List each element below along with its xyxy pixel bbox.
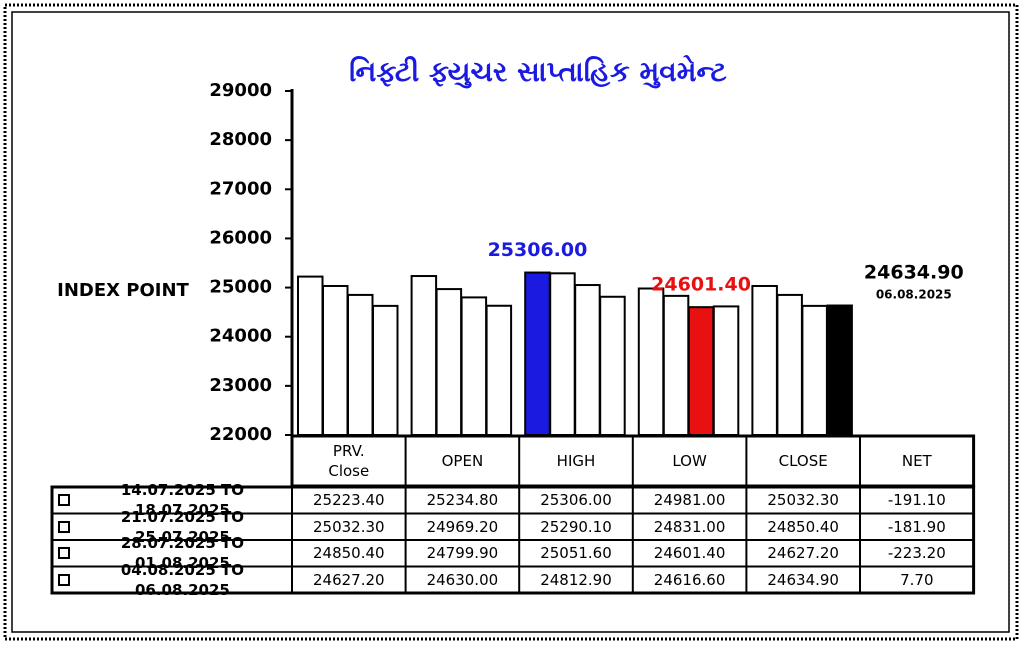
bar [524,271,551,436]
table-cell-text: 24831.00 [653,517,726,536]
bar [712,305,740,437]
table-cell: 24969.20 [406,514,520,541]
table-cell-text: 24981.00 [653,491,726,510]
table-cell-text: 24634.90 [767,570,839,589]
table-cell-text: 24812.90 [540,570,612,589]
table-cell-text: 25051.60 [540,544,612,563]
table-cell: 24812.90 [519,567,633,594]
table-cell: 24850.40 [746,514,860,541]
bar [776,293,803,436]
y-tick-label: 24000 [209,326,272,347]
data-label: 25306.00 [488,239,588,261]
column-header: OPEN [406,436,520,486]
table-cell-text: 24627.20 [313,570,385,589]
table-cell-text: 24630.00 [426,570,499,589]
bar [599,295,626,436]
table-cell-text: 24969.20 [426,517,499,536]
table-cell: 24627.20 [746,540,860,567]
y-axis-label: INDEX POINT [57,280,189,301]
data-label: 24634.90 [864,262,964,284]
table-cell: 25306.00 [519,487,633,514]
table-cell: 24981.00 [633,487,747,514]
table-cell-text: -191.10 [887,491,946,510]
bar [826,304,853,436]
table-cell: 24831.00 [633,514,747,541]
table-cell: 25290.10 [519,514,633,541]
table-cell: 25032.30 [292,514,406,541]
y-tick-label: 23000 [209,375,272,396]
y-tick-label: 26000 [209,227,272,248]
y-tick-label: 27000 [209,178,272,199]
bar [637,287,665,437]
bar [662,294,690,436]
table-cell: 24627.20 [292,567,406,594]
table-cell-text: 25032.30 [767,491,839,510]
row-label-text: 04.08.2025 TO 06.08.2025 [120,560,244,599]
bar [322,284,349,436]
column-header: PRV. Close [292,436,406,486]
table-cell-text: -223.20 [887,544,946,563]
column-header-text: CLOSE [778,452,828,470]
table-cell-text: 24627.20 [767,544,839,563]
y-tick-label: 22000 [209,424,272,445]
table-cell: 25223.40 [292,487,406,514]
table-cell: -181.90 [860,514,974,541]
outer-frame [3,3,1019,641]
table-cell-text: 7.70 [900,570,934,589]
table-cell-text: 24601.40 [653,544,726,563]
bar [549,272,576,437]
table-cell: 24799.90 [406,540,520,567]
column-header: LOW [633,436,747,486]
y-tick-label: 28000 [209,129,272,150]
column-header: NET [860,436,974,486]
data-label: 24601.40 [651,274,751,296]
column-header: CLOSE [746,436,860,486]
bar [460,296,488,436]
bar [751,284,778,436]
column-header-text: PRV. Close [328,442,370,480]
column-header-text: OPEN [441,452,484,470]
bar [687,306,715,436]
table-cell: 24850.40 [292,540,406,567]
column-header-text: LOW [672,452,707,470]
table-cell: 24634.90 [746,567,860,594]
table-cell-text: 25234.80 [426,491,499,510]
chart-title: નિફ્ટી ફ્યુચર સાપ્તાહિક મુવમેન્ટ [349,55,727,89]
bar [297,275,324,437]
row-label: 04.08.2025 TO 06.08.2025 [52,561,292,599]
table-cell: 25032.30 [746,487,860,514]
bar [372,304,399,436]
bar [485,304,513,436]
table-cell-text: 25223.40 [313,491,385,510]
table-cell-text: 24799.90 [426,544,499,563]
table-cell-text: 25032.30 [313,517,385,536]
bar [801,304,828,436]
bar [347,293,374,436]
table-cell: 25051.60 [519,540,633,567]
table-cell-text: 24850.40 [313,544,385,563]
bar [410,275,438,436]
annotation: 06.08.2025 [876,288,952,302]
bar [435,288,463,436]
y-tick-label: 25000 [209,277,272,298]
y-tick-label: 29000 [209,80,272,101]
table-cell: 24601.40 [633,540,747,567]
column-header: HIGH [519,436,633,486]
inner-frame [11,11,1010,633]
table-cell: 24630.00 [406,567,520,594]
table-cell-text: 25290.10 [540,517,612,536]
table-cell-text: 24616.60 [653,570,726,589]
table-cell: 25234.80 [406,487,520,514]
table-cell: 24616.60 [633,567,747,594]
table-cell-text: -181.90 [887,517,946,536]
bar [574,284,601,436]
column-header-text: HIGH [556,452,596,470]
table-cell-text: 24850.40 [767,517,839,536]
table-cell-text: 25306.00 [540,491,612,510]
column-header-text: NET [901,452,932,470]
table-cell: -191.10 [860,487,974,514]
table-cell: -223.20 [860,540,974,567]
table-cell: 7.70 [860,567,974,594]
